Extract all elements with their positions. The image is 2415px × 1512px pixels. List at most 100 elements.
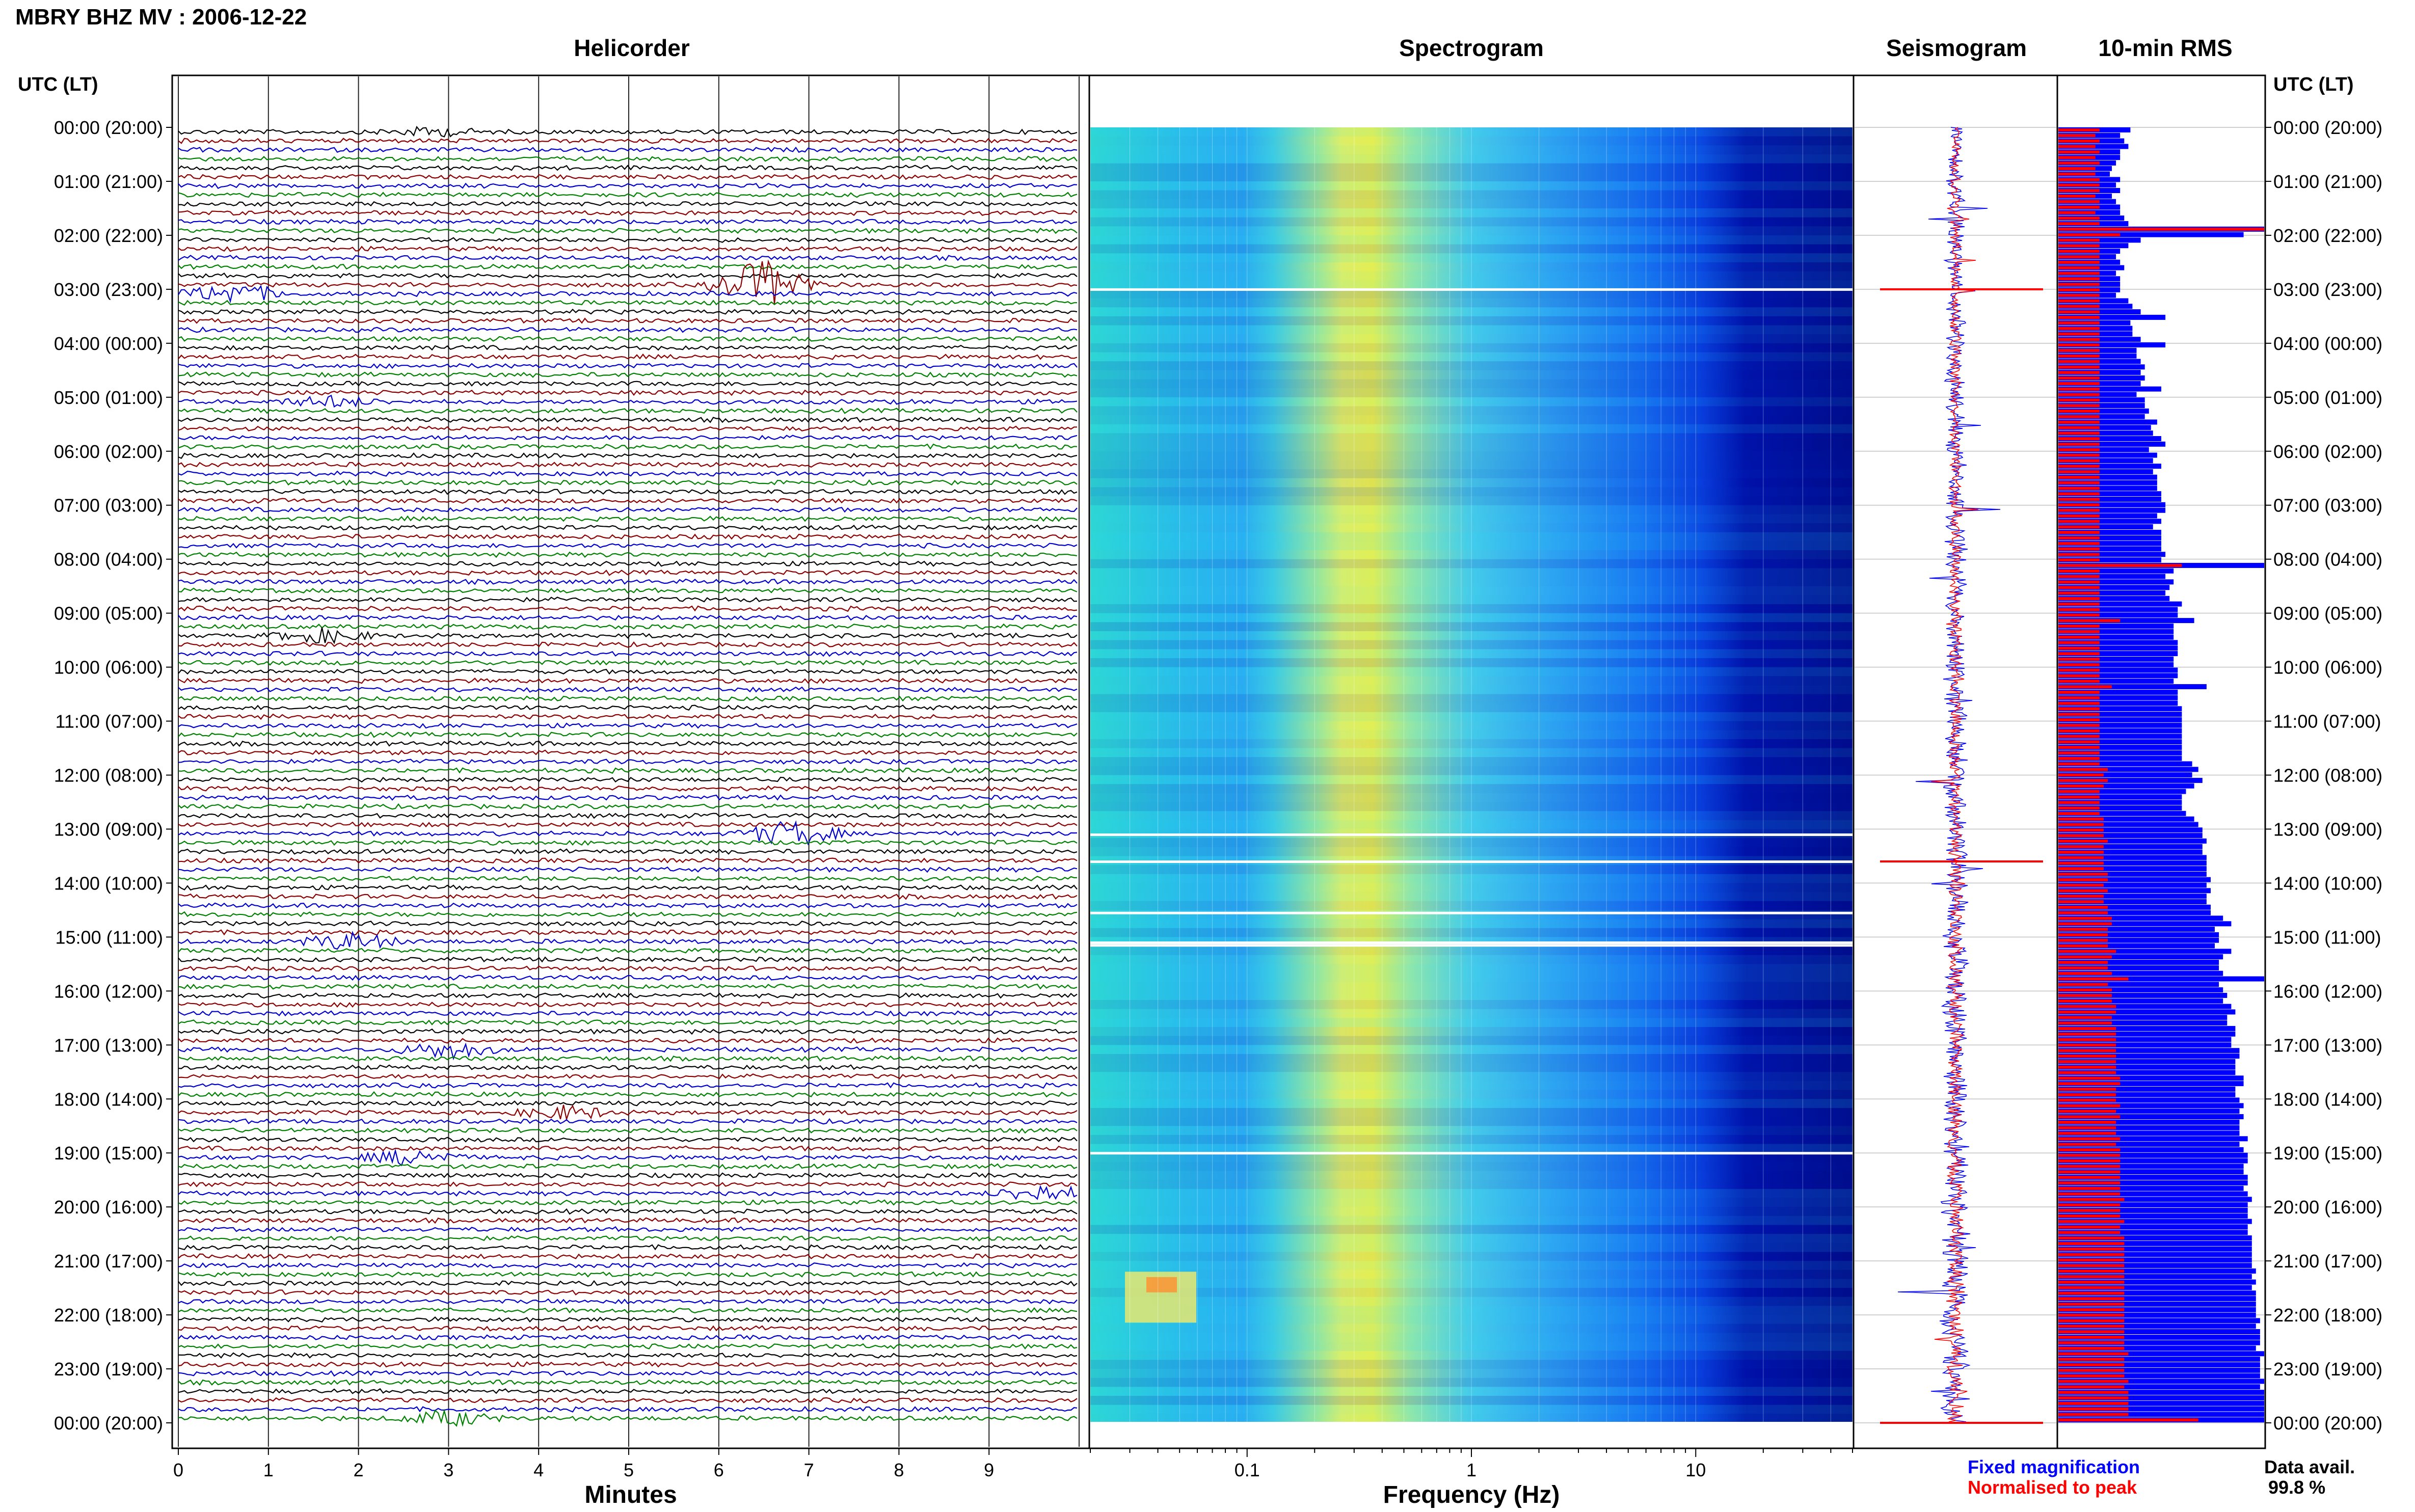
spectrogram-row (1090, 217, 1853, 227)
helicorder-trace-row (178, 713, 1078, 720)
rms-bar-normalised (2058, 955, 2112, 959)
rms-bar-normalised (2058, 1297, 2125, 1301)
rms-bar-fixed (2058, 1158, 2248, 1164)
rms-bar-fixed (2058, 838, 2207, 844)
rms-bar-fixed (2058, 452, 2157, 458)
helicorder-trace-row (178, 551, 1078, 558)
spectrogram-row (1090, 208, 1853, 218)
rms-bar-fixed (2058, 585, 2170, 590)
rms-bar-normalised (2058, 701, 2100, 705)
spectrogram-row (1090, 604, 1853, 613)
rms-bar-normalised (2058, 933, 2108, 937)
helicorder-trace-row (178, 902, 1078, 909)
rms-bar-fixed (2058, 1268, 2256, 1274)
helicorder-trace-row (178, 394, 1078, 408)
spectrogram-row (1090, 694, 1853, 704)
rms-bar-normalised (2058, 718, 2100, 721)
rms-bar-normalised (2058, 1049, 2116, 1052)
time-tick-label-right: 21:00 (17:00) (2273, 1251, 2382, 1272)
spectrogram-row (1090, 946, 1853, 955)
time-tick-label-right: 07:00 (03:00) (2273, 495, 2382, 516)
rms-bar-fixed (2058, 1208, 2248, 1213)
spectrogram-row (1090, 334, 1853, 343)
rms-bar-fixed (2058, 1230, 2248, 1235)
rms-bar-fixed (2058, 684, 2207, 689)
spectrogram-row (1090, 1396, 1853, 1405)
helicorder-trace-row (178, 353, 1078, 360)
spectrogram-row (1090, 874, 1853, 883)
helicorder-trace-row (178, 965, 1078, 972)
rms-bar-normalised (2058, 244, 2100, 248)
spectrogram-row (1090, 658, 1853, 667)
rms-bar-fixed (2058, 629, 2174, 634)
data-avail-label: Data avail. (2264, 1456, 2355, 1477)
rms-bar-normalised (2058, 332, 2100, 336)
rms-bar-fixed (2058, 397, 2145, 403)
rms-bar-fixed (2058, 761, 2192, 767)
helicorder-trace-row (178, 992, 1078, 999)
helicorder-trace-row (178, 344, 1078, 351)
spectrogram-row-texture (1090, 127, 1853, 1424)
rms-bar-normalised (2058, 382, 2100, 385)
spectrogram-row (1090, 523, 1853, 532)
helicorder-trace-row (178, 893, 1078, 900)
helicorder-trace-row (178, 731, 1078, 738)
rms-bar-normalised (2058, 1131, 2116, 1135)
helicorder-trace-row (178, 125, 1078, 138)
rms-bar-fixed (2058, 1318, 2260, 1324)
rms-bar-normalised (2058, 1021, 2112, 1025)
rms-bar-fixed (2058, 1373, 2260, 1379)
helicorder-trace-row (178, 533, 1078, 540)
time-tick-label-left: 00:00 (20:00) (54, 1413, 163, 1434)
spectrogram-row (1090, 703, 1853, 712)
rms-bar-fixed (2058, 755, 2182, 761)
helicorder-trace-row (178, 1019, 1078, 1026)
spectrogram-row (1090, 1315, 1853, 1324)
time-tick-label-right: 19:00 (15:00) (2273, 1143, 2382, 1164)
spectrogram-row (1090, 676, 1853, 685)
rms-bar-normalised (2058, 856, 2104, 859)
helicorder-trace-row (178, 1010, 1078, 1017)
time-tick-label-right: 22:00 (18:00) (2273, 1305, 2382, 1326)
spectrogram-row (1090, 388, 1853, 397)
frequency-axis-label: Frequency (Hz) (1383, 1481, 1560, 1508)
helicorder-trace-row (178, 259, 1078, 305)
rms-bar-normalised (2058, 547, 2100, 551)
rms-bar-fixed (2058, 1081, 2244, 1087)
time-tick-label-left: 04:00 (00:00) (54, 333, 163, 354)
rms-bar-normalised (2058, 321, 2100, 325)
rms-bar-fixed (2058, 1351, 2264, 1357)
helicorder-trace-row (178, 182, 1078, 189)
rms-bar-fixed (2058, 1191, 2248, 1197)
helicorder-trace-row (178, 920, 1078, 927)
legend-fixed: Fixed magnification (1968, 1456, 2140, 1477)
helicorder-trace-row (178, 983, 1078, 990)
spectrogram-row (1090, 1027, 1853, 1036)
rms-bar-normalised (2058, 861, 2104, 865)
rms-bar-normalised (2058, 1032, 2116, 1036)
helicorder-trace-row (178, 1145, 1078, 1152)
helicorder-trace-row (178, 138, 1078, 144)
rms-bar-fixed (2058, 574, 2166, 579)
rms-bar-fixed (2058, 441, 2166, 447)
rms-bar-normalised (2058, 305, 2100, 308)
rms-bar-normalised (2058, 266, 2100, 269)
helicorder-trace-row (178, 1118, 1078, 1125)
rms-bar-normalised (2058, 542, 2100, 545)
helicorder-trace-row (178, 326, 1078, 333)
spectrogram-row (1090, 964, 1853, 974)
rms-bar-fixed (2058, 403, 2145, 409)
rms-bar-normalised (2058, 1319, 2125, 1322)
rms-bar-fixed (2058, 419, 2157, 425)
rms-bar-fixed (2058, 888, 2211, 894)
rms-bar-fixed (2058, 794, 2182, 800)
rms-bar-normalised (2058, 1291, 2125, 1295)
rms-bar-fixed (2058, 717, 2182, 722)
rms-bar-normalised (2058, 426, 2100, 429)
time-tick-label-left: 01:00 (21:00) (54, 171, 163, 192)
minute-tick-label: 4 (533, 1460, 544, 1480)
spectrogram-row (1090, 649, 1853, 658)
rms-bar-fixed (2058, 767, 2198, 772)
spectrogram-gap (1090, 833, 1853, 836)
